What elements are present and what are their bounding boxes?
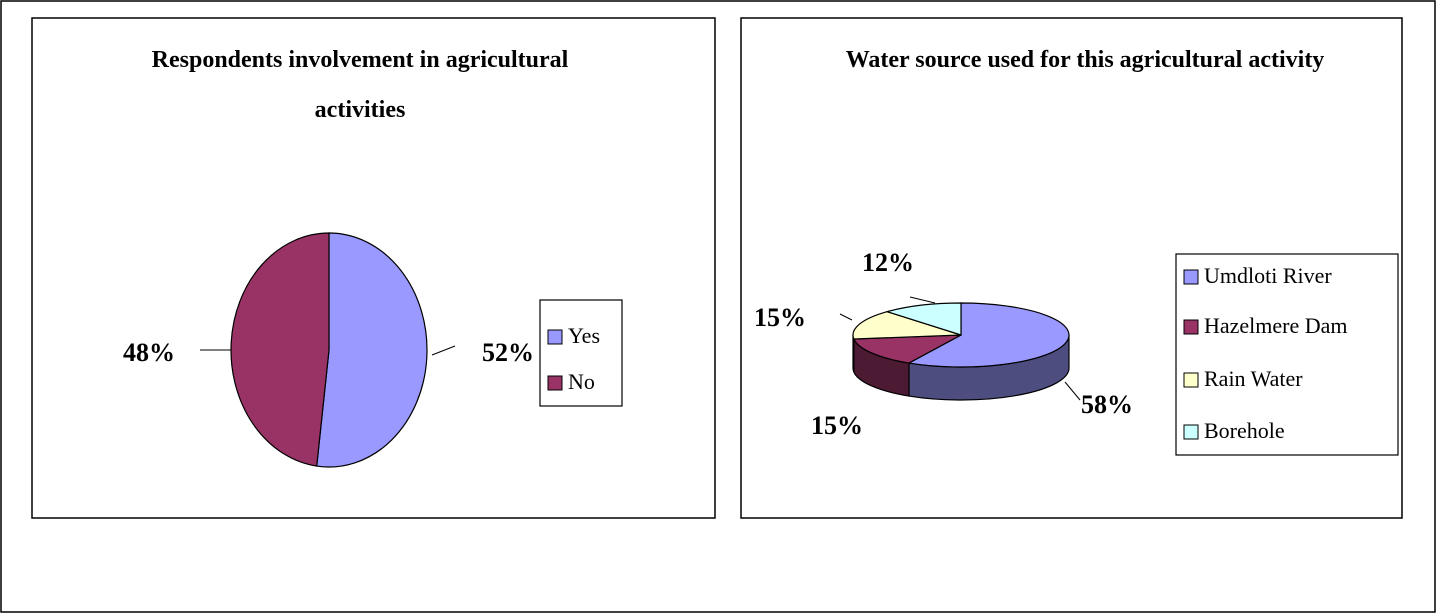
data-label: 15% xyxy=(811,411,863,440)
chart-title: Water source used for this agricultural … xyxy=(845,47,1325,73)
data-label: 48% xyxy=(123,338,175,367)
leader-line xyxy=(431,345,456,356)
legend-swatch xyxy=(1183,424,1199,440)
legend-swatch xyxy=(547,375,563,391)
legend-swatch xyxy=(1183,319,1199,335)
pie-slice xyxy=(852,334,962,364)
legend-label: Borehole xyxy=(1204,418,1285,443)
legend-swatch xyxy=(1183,372,1199,388)
pie-side xyxy=(852,334,855,373)
leader-line xyxy=(909,296,936,304)
leader-line xyxy=(839,313,853,321)
legend-swatch xyxy=(1183,269,1199,285)
data-label: 12% xyxy=(862,248,914,277)
data-label: 52% xyxy=(482,338,534,367)
legend-label: Hazelmere Dam xyxy=(1204,313,1348,338)
legend-label: No xyxy=(568,369,595,394)
pie-slice xyxy=(907,302,1070,368)
legend-box xyxy=(1175,253,1399,456)
legend-label: Rain Water xyxy=(1204,366,1303,391)
chart-title: Respondents involvement in agricultural … xyxy=(151,47,569,123)
pie-slice xyxy=(316,232,428,468)
data-label: 58% xyxy=(1081,390,1133,419)
data-label: 15% xyxy=(754,303,806,332)
legend-label: Umdloti River xyxy=(1204,263,1332,288)
pie-slice xyxy=(884,302,962,336)
legend-label: Yes xyxy=(568,323,600,348)
pie-slice xyxy=(230,232,330,467)
leader-line xyxy=(1064,381,1081,401)
legend-swatch xyxy=(547,329,563,345)
pie-slice xyxy=(852,311,962,340)
